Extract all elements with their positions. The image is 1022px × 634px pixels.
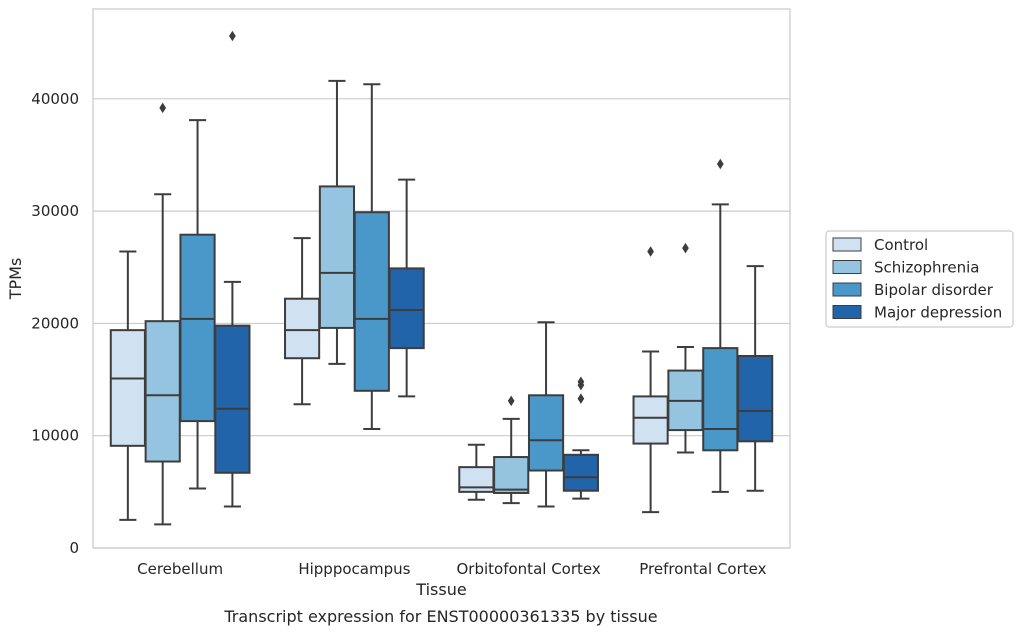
legend-swatch [832, 305, 862, 319]
y-tick-label: 40000 [31, 90, 79, 108]
outlier-point [682, 242, 689, 254]
y-tick-label: 0 [69, 539, 79, 557]
legend-label: Bipolar disorder [874, 281, 994, 299]
box [318, 79, 356, 365]
box-body [737, 354, 774, 443]
series-major-depression [214, 30, 774, 508]
legend-item: Bipolar disorder [832, 281, 994, 299]
box-body [318, 185, 356, 329]
series-bipolar-disorder [179, 83, 739, 508]
legend-item: Major depression [832, 304, 1002, 322]
legend: Control Schizophrenia Bipolar disorder Majo… [825, 230, 1014, 328]
x-tick-labels: Cerebellum Hipppocampus Orbitofontal Corte… [137, 560, 766, 578]
box-body [109, 329, 146, 447]
box-body [702, 347, 739, 452]
box [109, 250, 146, 521]
box [179, 119, 216, 490]
outlier-point [577, 376, 585, 388]
x-tick-label: Orbitofontal Cortex [457, 560, 601, 578]
box-body [144, 320, 181, 463]
series-control [109, 237, 669, 521]
box [632, 246, 669, 514]
y-axis-label: TPMs [6, 258, 25, 301]
plot-frame [92, 8, 791, 549]
legend-swatch [832, 282, 862, 297]
box [353, 83, 390, 430]
box [562, 376, 599, 500]
box [284, 237, 321, 406]
box-body [284, 297, 321, 360]
box-body [493, 456, 530, 494]
outlier-point [229, 30, 236, 42]
legend-frame [825, 230, 1014, 328]
outlier-point [716, 158, 724, 170]
box-body [562, 453, 599, 492]
y-tick-label: 30000 [31, 202, 79, 220]
box [458, 443, 495, 501]
outlier-point [577, 393, 585, 404]
x-tick-label: Hipppocampus [298, 560, 410, 578]
x-axis-label: Tissue [415, 580, 466, 599]
box [527, 321, 565, 508]
y-tick-label: 10000 [31, 427, 79, 445]
box [493, 395, 530, 505]
legend-swatch [832, 237, 862, 252]
x-tick-label: Cerebellum [137, 560, 223, 578]
box-body [214, 324, 251, 474]
chart-caption: Transcript expression for ENST0000036133… [223, 607, 657, 626]
box [388, 178, 425, 398]
box-body [527, 394, 565, 472]
box [737, 265, 774, 492]
series-schizophrenia [144, 79, 704, 526]
legend-item: Control [832, 236, 928, 254]
box [214, 30, 251, 508]
outlier-point [507, 395, 515, 407]
legend-swatch [832, 260, 862, 274]
outlier-point [159, 102, 167, 114]
legend-label: Major depression [874, 304, 1002, 322]
box-body [632, 395, 669, 445]
box-body [388, 267, 425, 350]
box-body [353, 211, 390, 392]
box [667, 242, 704, 454]
outlier-point [647, 246, 654, 257]
legend-label: Control [874, 236, 928, 254]
box-body [179, 233, 216, 423]
legend-label: Schizophrenia [874, 259, 979, 277]
y-tick-labels: 0 10000 20000 30000 40000 [31, 90, 79, 557]
y-tick-label: 20000 [31, 314, 79, 332]
box-plot-series [109, 30, 774, 526]
x-tick-label: Prefrontal Cortex [639, 560, 766, 578]
box [144, 102, 181, 526]
box [702, 158, 739, 493]
legend-item: Schizophrenia [832, 259, 979, 277]
